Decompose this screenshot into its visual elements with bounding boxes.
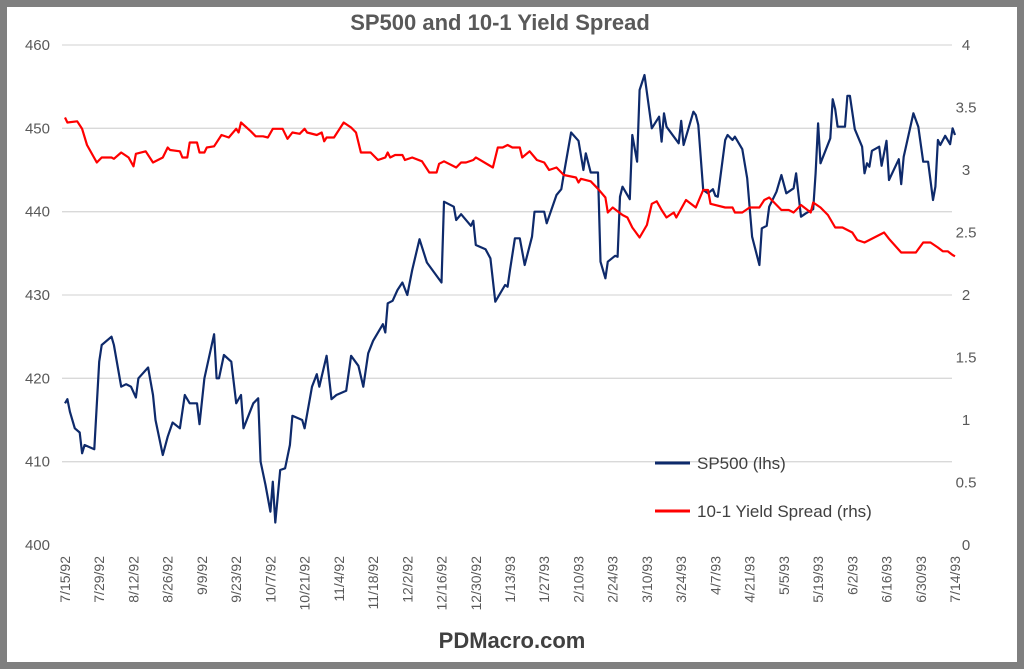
x-tick-label: 2/10/93 (570, 556, 586, 603)
x-tick-label: 7/14/93 (947, 556, 963, 603)
x-tick-label: 12/16/92 (434, 556, 450, 611)
left-tick-label: 440 (25, 204, 50, 221)
x-tick-label: 5/19/93 (810, 556, 826, 603)
left-tick-label: 410 (25, 454, 50, 471)
x-tick-label: 8/26/92 (160, 556, 176, 603)
x-tick-label: 8/12/92 (125, 556, 141, 603)
x-tick-label: 7/15/92 (57, 556, 73, 603)
series-lines (64, 73, 957, 524)
x-tick-label: 11/4/92 (331, 556, 347, 602)
x-tick-label: 4/7/93 (707, 556, 723, 595)
x-tick-label: 10/21/92 (297, 556, 313, 611)
left-tick-label: 430 (25, 287, 50, 304)
x-tick-label: 3/24/93 (673, 556, 689, 603)
left-tick-label: 400 (25, 537, 50, 554)
sp500-line (64, 73, 957, 524)
x-tick-label: 11/18/92 (365, 556, 381, 610)
x-tick-label: 2/24/93 (605, 556, 621, 603)
right-axis-ticks: 0 0.5 1 1.5 2 2.5 3 3.5 4 (956, 37, 977, 554)
right-tick-label: 4 (962, 37, 970, 54)
x-tick-label: 1/13/93 (502, 556, 518, 603)
right-tick-label: 3 (962, 162, 970, 179)
left-axis-ticks: 400 410 420 430 440 450 460 (25, 37, 50, 554)
right-tick-label: 0.5 (956, 475, 977, 492)
x-tick-label: 12/30/92 (468, 556, 484, 611)
left-tick-label: 460 (25, 37, 50, 54)
left-tick-label: 420 (25, 370, 50, 387)
right-tick-label: 1 (962, 412, 970, 429)
x-tick-label: 6/16/93 (879, 556, 895, 603)
right-tick-label: 2.5 (956, 225, 977, 242)
right-tick-label: 2 (962, 287, 970, 304)
right-tick-label: 0 (962, 537, 970, 554)
legend-label-yield-spread: 10-1 Yield Spread (rhs) (697, 502, 872, 521)
legend: SP500 (lhs) 10-1 Yield Spread (rhs) (655, 454, 872, 521)
x-tick-label: 6/2/93 (844, 556, 860, 595)
x-axis-ticks: 7/15/92 7/29/92 8/12/92 8/26/92 9/9/92 9/23/9… (57, 556, 963, 611)
right-tick-label: 1.5 (956, 350, 977, 367)
x-tick-label: 3/10/93 (639, 556, 655, 603)
gridlines (62, 44, 952, 463)
x-tick-label: 9/9/92 (194, 556, 210, 595)
yield-spread-line (64, 117, 956, 258)
left-tick-label: 450 (25, 120, 50, 137)
x-tick-label: 5/5/93 (776, 556, 792, 595)
x-tick-label: 7/29/92 (91, 556, 107, 603)
x-tick-label: 9/23/92 (228, 556, 244, 603)
footer-source: PDMacro.com (439, 628, 586, 653)
x-tick-label: 10/7/92 (262, 556, 278, 603)
legend-label-sp500: SP500 (lhs) (697, 454, 786, 473)
right-tick-label: 3.5 (956, 100, 977, 117)
x-tick-label: 4/21/93 (742, 556, 758, 603)
x-tick-label: 6/30/93 (913, 556, 929, 603)
x-tick-label: 1/27/93 (536, 556, 552, 603)
x-tick-label: 12/2/92 (399, 556, 415, 603)
chart-title: SP500 and 10-1 Yield Spread (350, 10, 650, 35)
